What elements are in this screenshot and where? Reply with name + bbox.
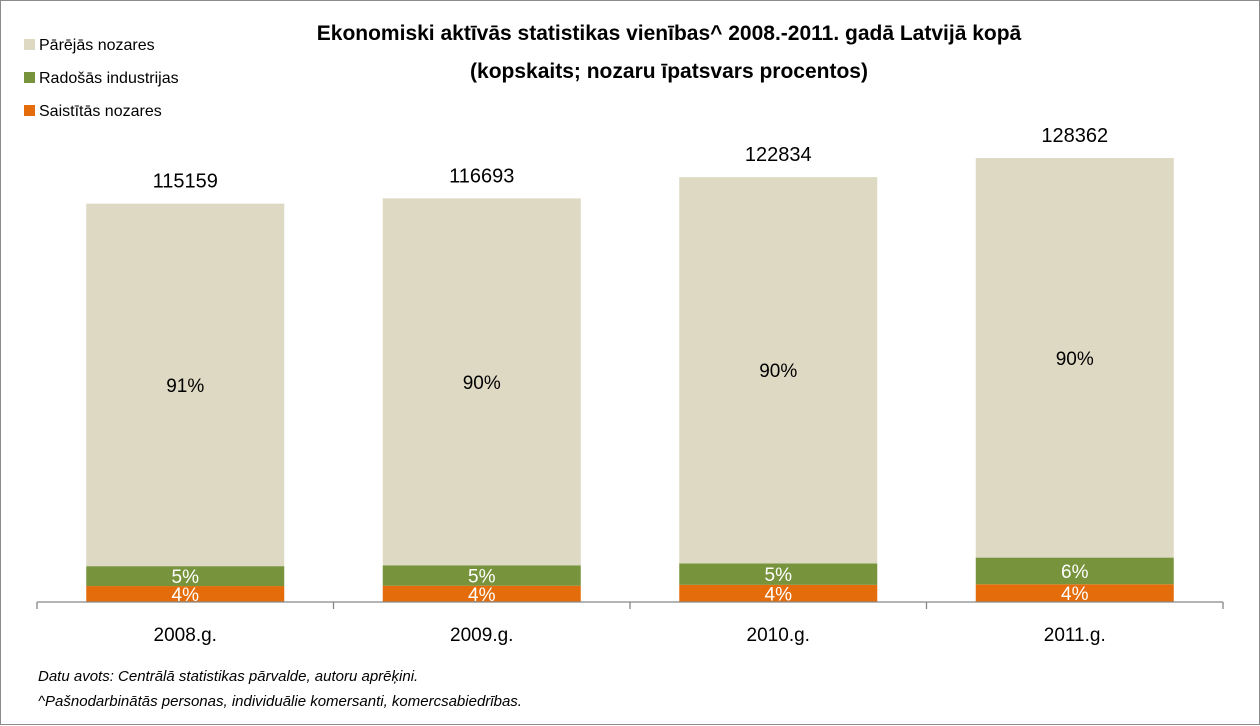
x-tick-label: 2011.g. [1044, 625, 1106, 646]
bar-segment-2-3 [679, 563, 878, 585]
legend-swatch [24, 72, 35, 83]
segment-label: 5% [172, 567, 200, 588]
segment-label: 5% [468, 566, 496, 587]
chart-subtitle: (kopskaits; nozaru īpatsvars procentos) [470, 60, 868, 83]
segment-label: 4% [765, 584, 793, 605]
x-tick-label: 2009.g. [450, 625, 513, 646]
total-label: 115159 [153, 171, 218, 193]
x-tick-label: 2008.g. [154, 625, 217, 646]
bar-segment-3-4 [975, 158, 1174, 558]
segment-label: 91% [166, 376, 204, 397]
bars-group: 4%5%91%1151594%5%90%1166934%5%90%1228344… [86, 125, 1174, 606]
segment-label: 90% [759, 361, 797, 382]
bar-segment-3-3 [679, 177, 878, 564]
legend-label: Radošās industrijas [39, 70, 179, 87]
bar-segment-3-1 [86, 203, 285, 567]
legend-label: Saistītās nozares [39, 103, 162, 120]
segment-label: 90% [463, 373, 501, 394]
bar-segment-2-2 [382, 565, 581, 586]
bar-segment-1-4 [975, 584, 1174, 602]
x-tick-label: 2010.g. [747, 625, 810, 646]
source-note: Datu avots: Centrālā statistikas pārvald… [38, 668, 419, 685]
legend-label: Pārējās nozares [39, 37, 155, 54]
chart-title: Ekonomiski aktīvās statistikas vienības^… [317, 22, 1022, 45]
bar-segment-1-2 [382, 585, 581, 602]
segment-label: 4% [172, 585, 200, 606]
segment-label: 4% [468, 585, 496, 606]
bar-segment-3-2 [382, 198, 581, 566]
footnote: ^Pašnodarbinātās personas, individuālie … [38, 693, 522, 710]
total-label: 116693 [449, 165, 514, 187]
total-label: 128362 [1041, 125, 1108, 147]
segment-label: 90% [1056, 349, 1094, 370]
bar-segment-2-1 [86, 566, 285, 587]
segment-label: 6% [1061, 562, 1089, 583]
legend-swatch [24, 105, 35, 116]
bar-segment-2-4 [975, 557, 1174, 585]
legend-swatch [24, 39, 35, 50]
bar-segment-1-1 [86, 586, 285, 602]
x-axis: 2008.g. 2009.g. 2010.g. 2011.g. [36, 601, 1224, 646]
total-label: 122834 [745, 144, 812, 166]
bar-segment-1-3 [679, 584, 878, 602]
segment-label: 4% [1061, 584, 1089, 605]
segment-label: 5% [765, 565, 793, 586]
chart-legend: Pārējās nozares Radošās industrijas Saistī… [24, 37, 179, 120]
